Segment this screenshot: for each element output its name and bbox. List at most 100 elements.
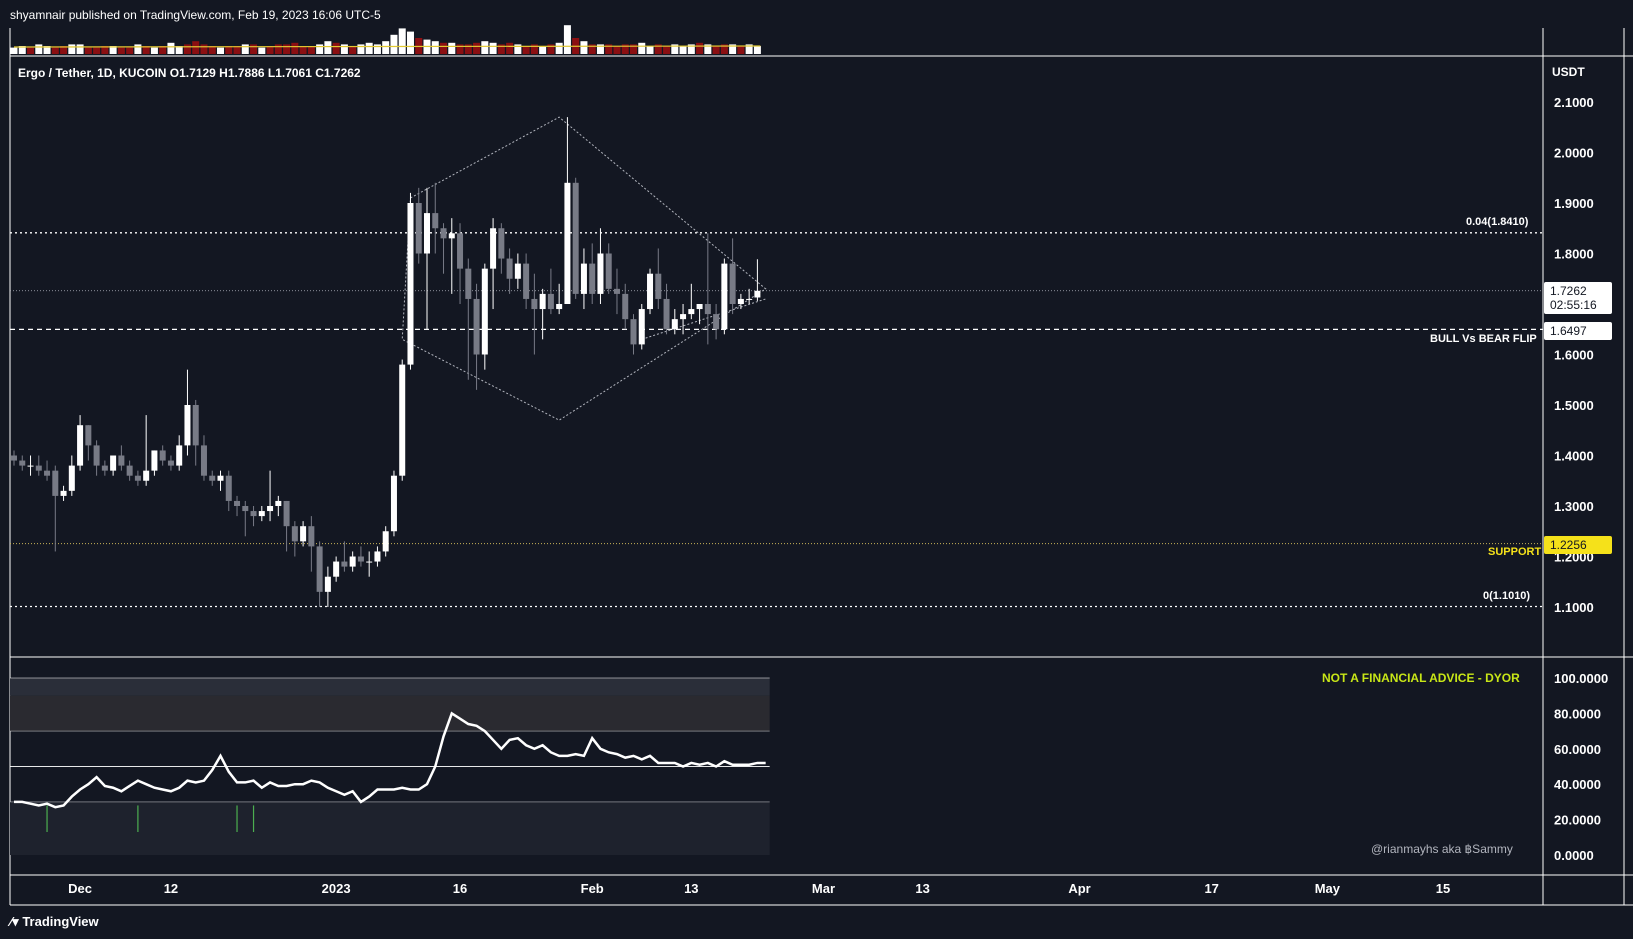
candle-body bbox=[366, 561, 373, 563]
oscillator-tick-label: 60.0000 bbox=[1554, 742, 1601, 757]
time-tick-label: 15 bbox=[1436, 881, 1450, 896]
volume-bar bbox=[291, 42, 299, 54]
volume-bar bbox=[729, 44, 737, 54]
volume-bar bbox=[613, 46, 621, 54]
volume-bar bbox=[208, 46, 216, 54]
candle-body bbox=[217, 475, 224, 481]
pattern-trendline bbox=[641, 298, 766, 340]
volume-bar bbox=[646, 46, 654, 54]
volume-bar bbox=[340, 44, 348, 54]
candle-body bbox=[440, 228, 447, 239]
candle-body bbox=[77, 425, 84, 466]
price-tick-label: 1.6000 bbox=[1554, 348, 1594, 363]
candle-body bbox=[357, 556, 364, 562]
time-tick-label: 17 bbox=[1204, 881, 1218, 896]
volume-bar bbox=[93, 47, 101, 54]
volume-bar bbox=[134, 44, 142, 54]
candle-body bbox=[390, 475, 397, 532]
publisher-line: shyamnair published on TradingView.com, … bbox=[10, 8, 381, 22]
candle-body bbox=[523, 263, 530, 299]
volume-bar bbox=[489, 42, 497, 54]
volume-bar bbox=[621, 44, 629, 54]
volume-bar bbox=[27, 47, 35, 54]
candle-body bbox=[283, 500, 290, 527]
candle-body bbox=[473, 298, 480, 355]
candle-body bbox=[688, 309, 695, 315]
volume-bar bbox=[84, 47, 92, 54]
candle-body bbox=[11, 455, 17, 461]
price-tick-label: 1.4000 bbox=[1554, 449, 1594, 464]
candle-body bbox=[721, 263, 728, 330]
candle-body bbox=[143, 470, 150, 481]
candle-body bbox=[134, 475, 141, 481]
tradingview-logo[interactable]: ⁄▾ TradingView bbox=[10, 914, 99, 930]
volume-bar bbox=[522, 46, 530, 54]
candle-body bbox=[572, 182, 579, 294]
volume-bar bbox=[596, 44, 604, 54]
price-tick-label: 1.8000 bbox=[1554, 247, 1594, 262]
volume-bar bbox=[382, 41, 390, 54]
candle-body bbox=[85, 425, 92, 446]
candle-body bbox=[490, 228, 497, 269]
candle-body bbox=[382, 531, 389, 552]
support-label: SUPPORT bbox=[1488, 546, 1542, 558]
candle-body bbox=[93, 445, 100, 466]
candle-body bbox=[68, 465, 75, 491]
advice-label: NOT A FINANCIAL ADVICE - DYOR bbox=[1322, 671, 1520, 685]
price-tick-label: 1.1000 bbox=[1554, 600, 1594, 615]
volume-bar bbox=[76, 44, 84, 54]
candle-body bbox=[258, 511, 265, 517]
volume-bar bbox=[233, 46, 241, 54]
volume-bar bbox=[43, 46, 51, 54]
volume-bar bbox=[258, 47, 266, 54]
candle-body bbox=[729, 263, 736, 304]
candle-body bbox=[159, 450, 166, 461]
candle-body bbox=[267, 506, 274, 512]
oscillator-tick-label: 100.0000 bbox=[1554, 671, 1608, 686]
candle-body bbox=[118, 455, 125, 466]
candle-body bbox=[514, 263, 521, 279]
volume-bar bbox=[332, 42, 340, 54]
candle-body bbox=[481, 268, 488, 355]
candle-body bbox=[192, 405, 199, 446]
volume-bar bbox=[663, 46, 671, 54]
fib-bottom-label: 0(1.1010) bbox=[1483, 590, 1531, 602]
volume-bar bbox=[183, 44, 191, 54]
candle-body bbox=[498, 228, 505, 259]
candle-body bbox=[432, 213, 439, 229]
volume-bar bbox=[109, 46, 117, 54]
volume-bar bbox=[671, 44, 679, 54]
fib-top-label: 0.04(1.8410) bbox=[1466, 216, 1529, 228]
volume-bar bbox=[737, 46, 745, 54]
volume-bar bbox=[373, 44, 381, 54]
volume-bar bbox=[687, 44, 695, 54]
candle-body bbox=[341, 561, 348, 567]
candle-body bbox=[225, 475, 232, 501]
candle-body bbox=[647, 273, 654, 310]
volume-bar bbox=[266, 46, 274, 54]
volume-bar bbox=[10, 47, 18, 54]
volume-bar bbox=[638, 42, 646, 54]
candle-body bbox=[638, 309, 645, 345]
volume-bar bbox=[456, 44, 464, 54]
candle-body bbox=[167, 460, 174, 466]
volume-bar bbox=[679, 46, 687, 54]
time-tick-label: 13 bbox=[915, 881, 929, 896]
candle-body bbox=[680, 314, 687, 320]
candle-body bbox=[605, 253, 612, 289]
volume-bar bbox=[175, 46, 183, 54]
candle-body bbox=[556, 304, 563, 310]
volume-bar bbox=[200, 44, 208, 54]
volume-bar bbox=[431, 41, 439, 54]
volume-bar bbox=[225, 46, 233, 54]
candle-body bbox=[754, 290, 761, 298]
candle-body bbox=[250, 511, 257, 517]
candle-body bbox=[737, 298, 744, 304]
candle-body bbox=[234, 500, 241, 506]
oscillator-tick-label: 0.0000 bbox=[1554, 848, 1594, 863]
time-tick-label: Dec bbox=[68, 881, 92, 896]
candle-body bbox=[746, 298, 753, 300]
volume-bar bbox=[563, 25, 571, 54]
candle-body bbox=[415, 203, 422, 254]
